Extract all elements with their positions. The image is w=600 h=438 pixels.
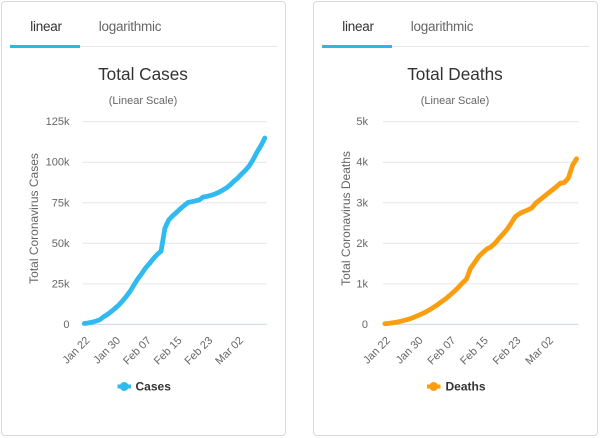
svg-text:Cases: Cases — [136, 380, 172, 394]
svg-text:125k: 125k — [46, 116, 70, 128]
svg-text:Total Cases: Total Cases — [98, 64, 188, 84]
svg-text:Feb 15: Feb 15 — [152, 335, 185, 368]
svg-text:(Linear Scale): (Linear Scale) — [421, 95, 489, 107]
svg-text:Feb 07: Feb 07 — [426, 335, 459, 368]
svg-text:1k: 1k — [356, 278, 368, 290]
svg-text:0: 0 — [63, 319, 69, 331]
svg-text:Deaths: Deaths — [446, 380, 486, 394]
svg-text:Jan 30: Jan 30 — [394, 335, 426, 367]
svg-text:Jan 22: Jan 22 — [60, 335, 92, 367]
svg-text:25k: 25k — [52, 278, 70, 290]
svg-text:Mar 02: Mar 02 — [523, 335, 556, 368]
svg-text:(Linear Scale): (Linear Scale) — [109, 95, 177, 107]
svg-text:Feb 23: Feb 23 — [183, 335, 216, 368]
svg-text:Total Coronavirus Deaths: Total Coronavirus Deaths — [339, 151, 353, 286]
svg-text:100k: 100k — [46, 157, 70, 169]
svg-text:Total Deaths: Total Deaths — [407, 64, 503, 84]
svg-text:Jan 30: Jan 30 — [91, 335, 123, 367]
svg-text:4k: 4k — [356, 157, 368, 169]
svg-text:Jan 22: Jan 22 — [361, 335, 393, 367]
svg-text:Feb 23: Feb 23 — [491, 335, 524, 368]
svg-text:Feb 07: Feb 07 — [121, 335, 154, 368]
svg-text:3k: 3k — [356, 197, 368, 209]
svg-text:2k: 2k — [356, 238, 368, 250]
svg-text:Mar 02: Mar 02 — [213, 335, 246, 368]
svg-text:Feb 15: Feb 15 — [458, 335, 491, 368]
svg-text:Total Coronavirus Cases: Total Coronavirus Cases — [27, 153, 41, 284]
svg-text:5k: 5k — [356, 116, 368, 128]
svg-text:0: 0 — [362, 319, 368, 331]
svg-text:50k: 50k — [52, 238, 70, 250]
svg-text:75k: 75k — [52, 197, 70, 209]
